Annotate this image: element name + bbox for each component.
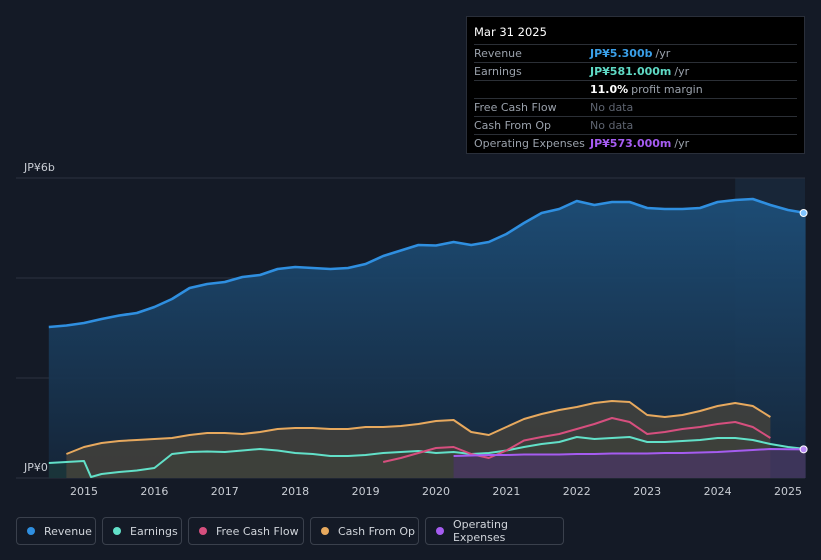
legend-item-earnings[interactable]: Earnings: [102, 517, 182, 545]
tooltip-value: 11.0%: [590, 83, 629, 96]
y-tick-label: JP¥6b: [23, 161, 55, 174]
operating-expenses-line: [453, 448, 806, 457]
x-tick-label: 2023: [633, 485, 661, 498]
chart: 2015 2016 2017 2018 2019 2020 2021 2022 2023 2024…: [16, 161, 808, 498]
tooltip-nodata: No data: [590, 119, 634, 132]
legend-item-revenue[interactable]: Revenue: [16, 517, 96, 545]
legend-label: Free Cash Flow: [216, 524, 299, 538]
tooltip-label: Earnings: [474, 65, 522, 78]
legend-label: Revenue: [44, 524, 92, 538]
tooltip-row: 11.0% profit margin: [474, 81, 797, 99]
tooltip-value: JP¥573.000m: [590, 137, 672, 150]
y-tick-label: JP¥0: [23, 461, 48, 474]
tooltip-nodata: No data: [590, 101, 634, 114]
legend-item-cash-from-op[interactable]: Cash From Op: [310, 517, 419, 545]
cash-from-op-line: [66, 400, 771, 455]
legend-dot-icon: [436, 527, 444, 535]
tooltip-row: Free Cash Flow No data: [474, 99, 797, 117]
tooltip-date: Mar 31 2025: [474, 25, 797, 45]
x-tick-label: 2024: [704, 485, 732, 498]
tooltip: Mar 31 2025 Revenue JP¥5.300b/yr Earnings J…: [466, 16, 805, 154]
operating-expenses-area: [453, 449, 806, 478]
tooltip-unit: /yr: [674, 137, 690, 150]
tooltip-unit: /yr: [674, 65, 690, 78]
tooltip-row: Operating Expenses JP¥573.000m/yr: [474, 135, 797, 152]
x-tick-label: 2025: [774, 485, 802, 498]
x-tick-label: 2017: [211, 485, 239, 498]
revenue-line: [48, 197, 806, 329]
legend-label: Earnings: [130, 524, 178, 538]
tooltip-unit: /yr: [655, 47, 671, 60]
tooltip-label: Free Cash Flow: [474, 101, 557, 114]
x-tick-label: 2015: [70, 485, 98, 498]
tooltip-row: Cash From Op No data: [474, 117, 797, 135]
tooltip-unit: profit margin: [631, 83, 703, 96]
legend-item-operating-expenses[interactable]: Operating Expenses: [425, 517, 564, 545]
tooltip-value: JP¥5.300b: [590, 47, 653, 60]
x-tick-label: 2020: [422, 485, 450, 498]
tooltip-value: JP¥581.000m: [590, 65, 672, 78]
x-tick-label: 2016: [140, 485, 168, 498]
legend-dot-icon: [113, 527, 121, 535]
tooltip-row: Earnings JP¥581.000m/yr: [474, 63, 797, 81]
legend-label: Cash From Op: [338, 524, 416, 538]
legend-item-free-cash-flow[interactable]: Free Cash Flow: [188, 517, 304, 545]
legend-dot-icon: [27, 527, 35, 535]
tooltip-label: Revenue: [474, 47, 522, 60]
legend-label: Operating Expenses: [452, 518, 508, 544]
tooltip-label: Cash From Op: [474, 119, 552, 132]
free-cash-flow-line: [382, 417, 771, 463]
revenue-marker: [799, 209, 808, 217]
legend-dot-icon: [199, 527, 207, 535]
operating-expenses-marker: [799, 445, 808, 454]
x-tick-label: 2019: [352, 485, 380, 498]
x-tick-label: 2018: [281, 485, 309, 498]
legend-dot-icon: [321, 527, 329, 535]
earnings-line: [48, 436, 806, 478]
x-tick-label: 2022: [563, 485, 591, 498]
tooltip-row: Revenue JP¥5.300b/yr: [474, 45, 797, 63]
x-tick-label: 2021: [492, 485, 520, 498]
tooltip-label: Operating Expenses: [474, 137, 585, 150]
